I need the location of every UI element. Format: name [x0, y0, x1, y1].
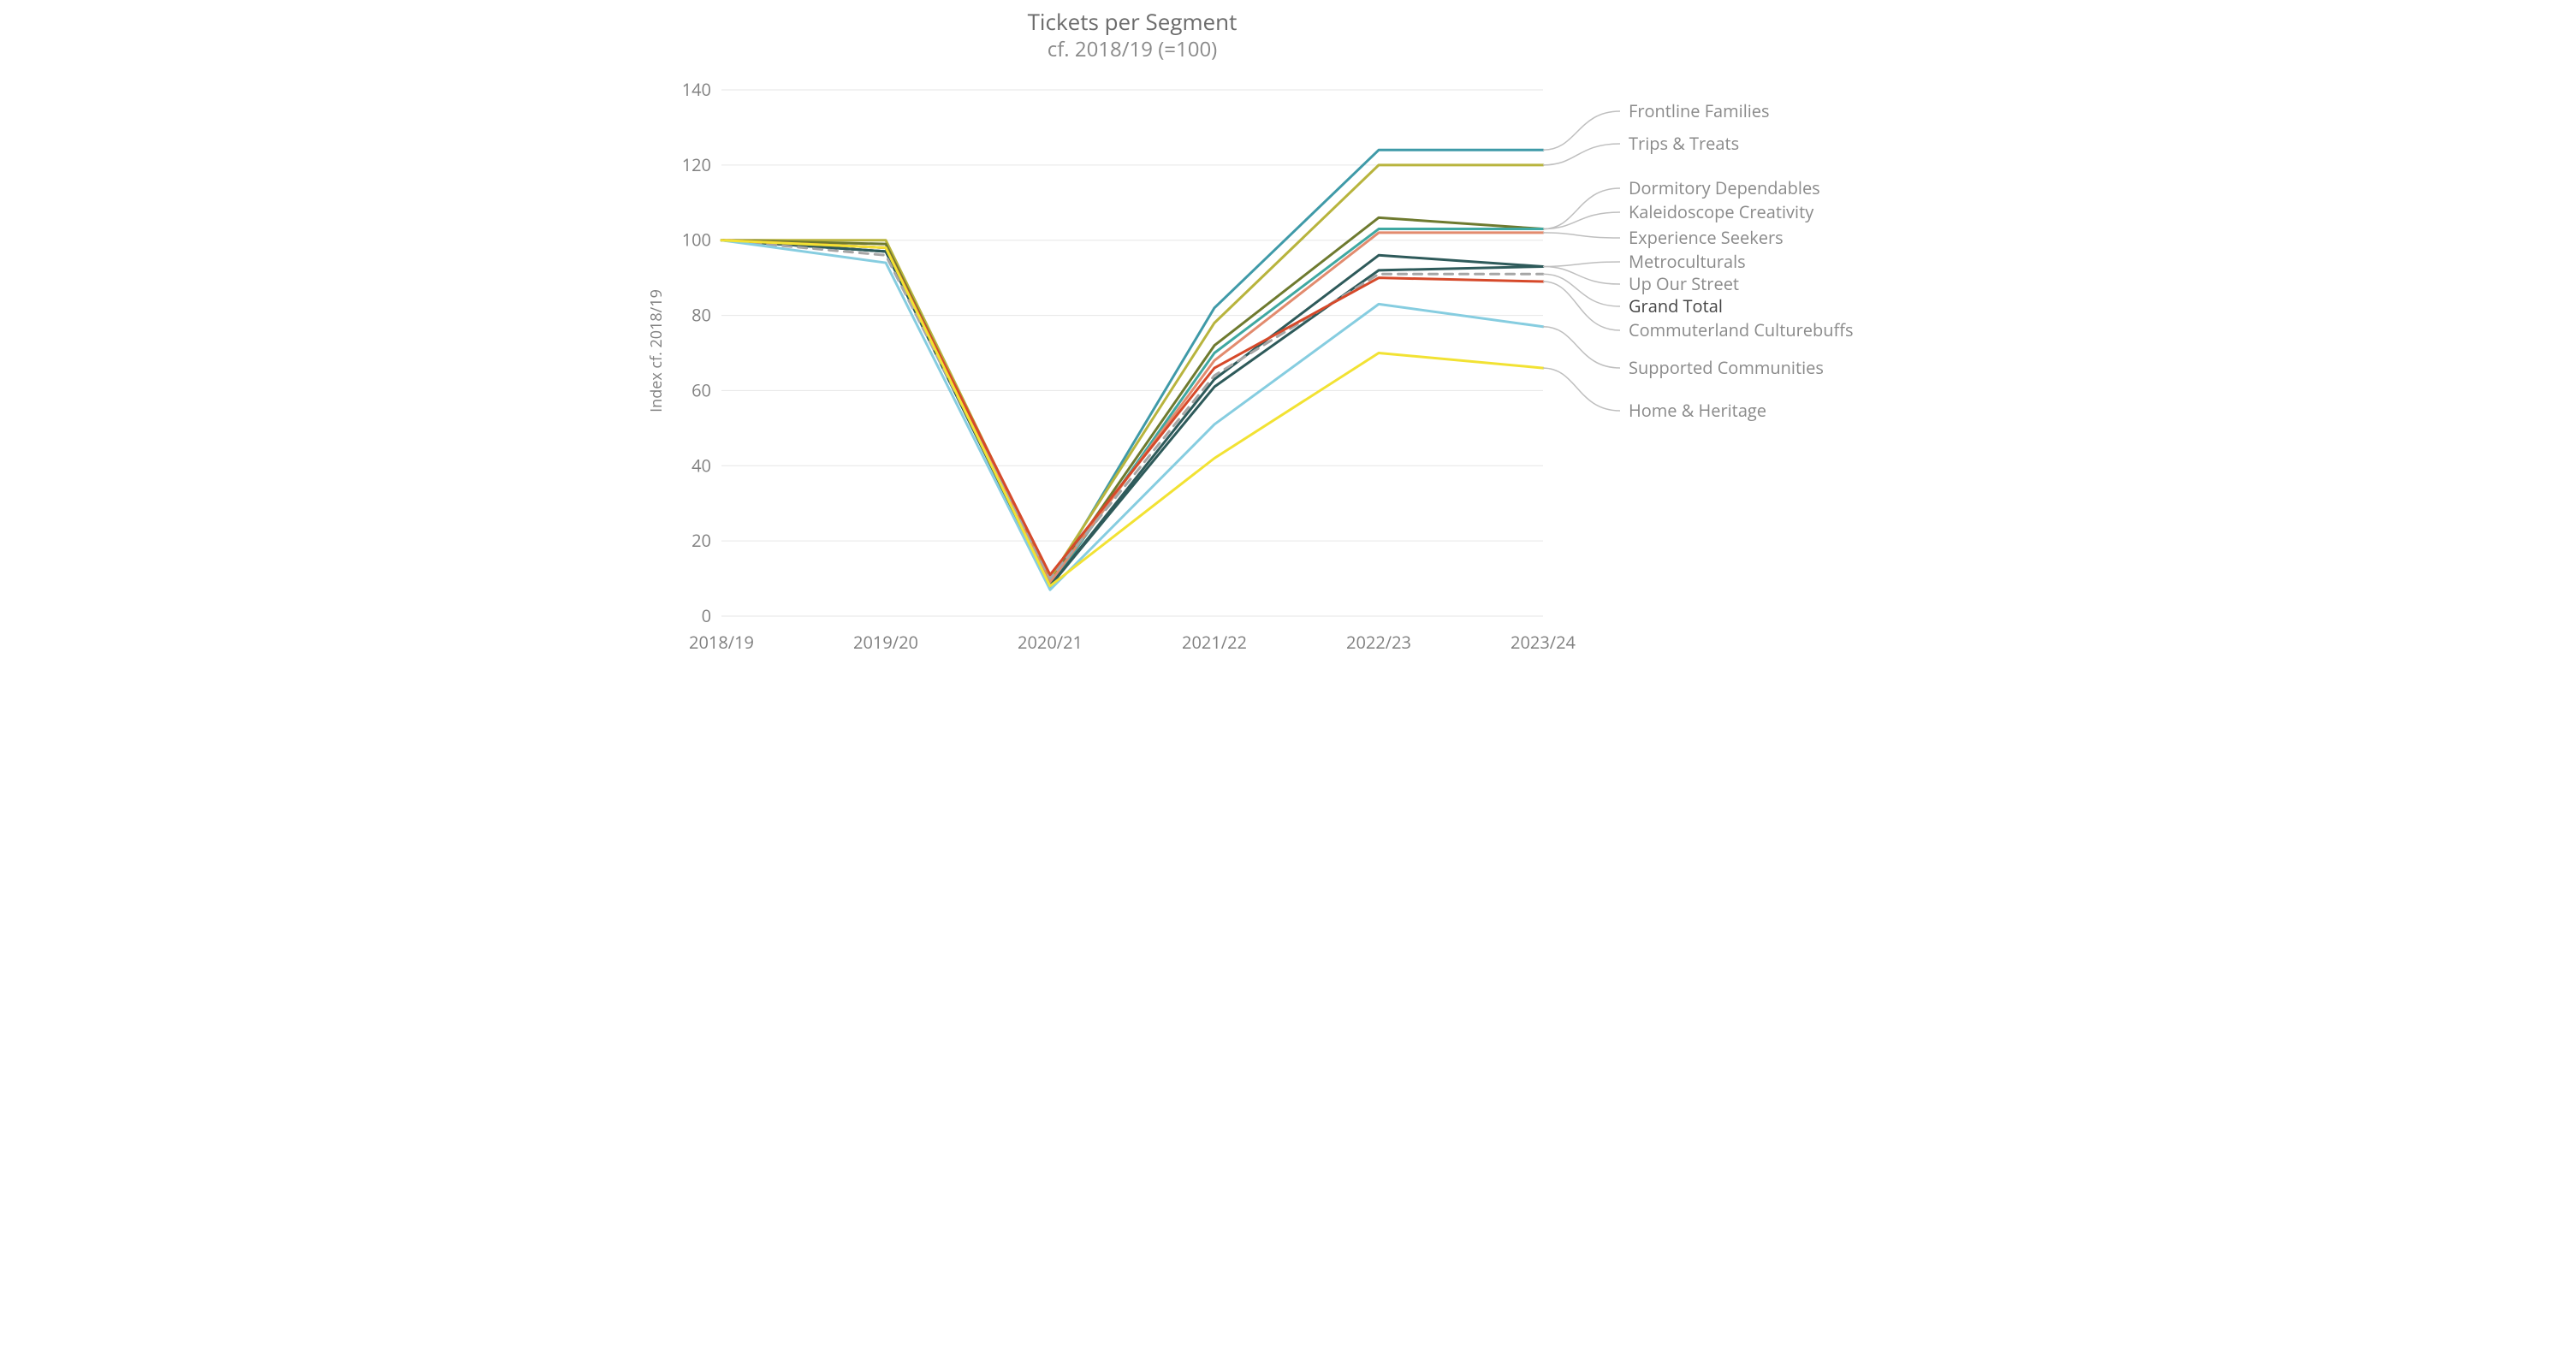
y-tick-label: 100 — [681, 228, 710, 252]
legend-item-label: Experience Seekers — [1629, 226, 1784, 249]
legend-item-label: Metroculturals — [1629, 250, 1746, 273]
legend-leader-lines — [1543, 111, 1620, 411]
y-tick-label: 0 — [701, 604, 710, 627]
y-axis-labels: 0 20 40 60 80 100 120 140 — [681, 78, 710, 627]
legend-item-label: Supported Communities — [1629, 356, 1824, 379]
y-tick-label: 60 — [691, 378, 711, 401]
y-axis-title: Index cf. 2018/19 — [646, 289, 667, 412]
x-axis-labels: 2018/19 2019/20 2020/21 2021/22 2022/23 2023/… — [689, 631, 1576, 654]
legend-leader — [1543, 188, 1620, 229]
series-line — [721, 217, 1543, 582]
chart-container: Tickets per Segment cf. 2018/19 (=100) I… — [644, 0, 1932, 682]
series-line — [721, 240, 1543, 590]
x-tick-label: 2021/22 — [1182, 631, 1247, 654]
series-line — [721, 240, 1543, 586]
y-tick-label: 20 — [691, 529, 711, 552]
legend: Frontline Families Trips & Treats Dormitor… — [1629, 99, 1854, 422]
x-tick-label: 2018/19 — [689, 631, 754, 654]
chart-title: Tickets per Segment — [1027, 6, 1237, 37]
series-line — [721, 165, 1543, 578]
legend-leader — [1543, 327, 1620, 368]
legend-item-label: Trips & Treats — [1629, 132, 1739, 155]
legend-item-label: Up Our Street — [1629, 272, 1739, 295]
series-line — [721, 229, 1543, 586]
chart-series — [721, 150, 1543, 590]
series-line — [721, 240, 1543, 578]
series-line — [721, 240, 1543, 586]
x-tick-label: 2019/20 — [853, 631, 918, 654]
legend-leader — [1543, 368, 1620, 411]
legend-item-label: Home & Heritage — [1629, 399, 1766, 422]
chart-subtitle: cf. 2018/19 (=100) — [1047, 35, 1217, 63]
x-tick-label: 2023/24 — [1511, 631, 1576, 654]
legend-leader — [1543, 144, 1620, 165]
legend-item-label: Kaleidoscope Creativity — [1629, 200, 1814, 223]
y-tick-label: 140 — [681, 78, 710, 101]
legend-item-label: Grand Total — [1629, 294, 1723, 317]
legend-leader — [1543, 274, 1620, 306]
y-tick-label: 120 — [681, 153, 710, 176]
series-line — [721, 240, 1543, 575]
legend-item-label: Dormitory Dependables — [1629, 176, 1820, 199]
y-tick-label: 80 — [691, 304, 711, 327]
series-line — [721, 233, 1543, 583]
series-line — [721, 150, 1543, 582]
legend-leader — [1543, 262, 1620, 266]
legend-item-label: Frontline Families — [1629, 99, 1770, 122]
legend-item-label: Commuterland Culturebuffs — [1629, 318, 1854, 341]
y-tick-label: 40 — [691, 454, 711, 477]
chart-svg: Tickets per Segment cf. 2018/19 (=100) I… — [644, 0, 1932, 682]
y-gridlines — [721, 90, 1543, 616]
x-tick-label: 2022/23 — [1346, 631, 1411, 654]
legend-leader — [1543, 233, 1620, 238]
x-tick-label: 2020/21 — [1018, 631, 1083, 654]
series-line — [721, 240, 1543, 586]
